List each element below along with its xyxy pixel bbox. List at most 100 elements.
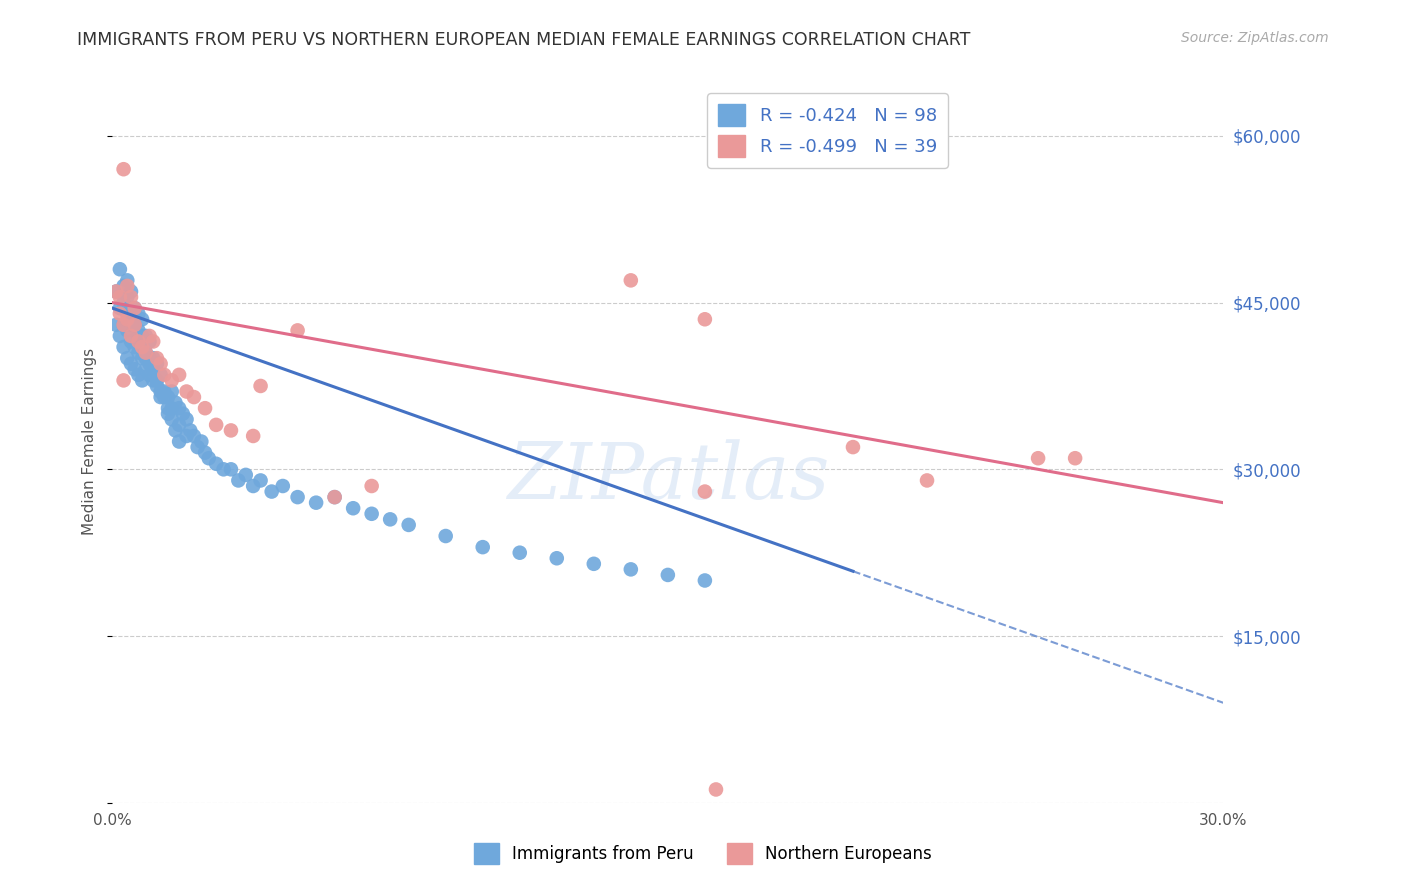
Point [160,373,183,387]
Point [194,445,217,459]
Text: Source: ZipAtlas.com: Source: ZipAtlas.com [1181,31,1329,45]
Point [187,440,209,454]
Point [124,318,146,332]
Point [117,279,139,293]
Point [509,546,531,560]
Point [228,474,250,488]
Point [160,384,183,399]
Point [120,307,142,321]
Point [212,462,235,476]
Point [146,379,169,393]
Point [360,507,382,521]
Point [546,551,568,566]
Point [242,479,264,493]
Point [620,562,643,576]
Point [167,417,190,432]
Text: ZIPatlas: ZIPatlas [506,440,830,516]
Point [120,318,142,332]
Point [124,340,146,354]
Point [131,329,153,343]
Point [124,318,146,332]
Point [149,384,172,399]
Point [434,529,457,543]
Y-axis label: Median Female Earnings: Median Female Earnings [82,348,97,535]
Point [160,412,183,426]
Point [131,373,153,387]
Point [380,512,402,526]
Point [219,424,242,438]
Point [693,484,716,499]
Point [160,401,183,416]
Point [138,334,160,349]
Point [124,301,146,315]
Point [108,301,131,315]
Point [131,340,153,354]
Point [127,334,149,349]
Point [105,318,128,332]
Point [219,462,242,476]
Point [120,329,142,343]
Point [112,318,135,332]
Point [138,329,160,343]
Point [135,345,157,359]
Point [142,373,165,387]
Point [142,351,165,366]
Point [287,490,309,504]
Point [260,484,283,499]
Point [112,318,135,332]
Point [127,345,149,359]
Point [176,384,198,399]
Point [112,279,135,293]
Point [360,479,382,493]
Point [138,368,160,382]
Point [620,273,643,287]
Point [149,357,172,371]
Point [165,424,187,438]
Point [176,429,198,443]
Point [305,496,328,510]
Legend: R = -0.424   N = 98, R = -0.499   N = 39: R = -0.424 N = 98, R = -0.499 N = 39 [707,93,948,168]
Point [108,262,131,277]
Point [342,501,364,516]
Point [398,517,420,532]
Point [167,368,190,382]
Point [167,401,190,416]
Point [131,340,153,354]
Point [142,362,165,376]
Point [153,390,176,404]
Point [124,362,146,376]
Point [117,323,139,337]
Point [117,307,139,321]
Point [135,351,157,366]
Point [693,574,716,588]
Point [120,334,142,349]
Point [124,301,146,315]
Point [693,312,716,326]
Point [190,434,212,449]
Point [197,451,219,466]
Point [242,429,264,443]
Point [183,390,205,404]
Point [138,351,160,366]
Point [120,285,142,299]
Point [194,401,217,416]
Point [179,424,201,438]
Point [112,373,135,387]
Point [112,340,135,354]
Point [183,429,205,443]
Point [120,290,142,304]
Point [915,474,938,488]
Point [471,540,494,554]
Point [287,323,309,337]
Point [165,395,187,409]
Point [153,368,176,382]
Point [120,357,142,371]
Point [112,162,135,177]
Point [127,368,149,382]
Text: IMMIGRANTS FROM PERU VS NORTHERN EUROPEAN MEDIAN FEMALE EARNINGS CORRELATION CHA: IMMIGRANTS FROM PERU VS NORTHERN EUROPEA… [77,31,970,49]
Point [135,329,157,343]
Legend: Immigrants from Peru, Northern Europeans: Immigrants from Peru, Northern Europeans [467,837,939,871]
Point [172,407,194,421]
Point [105,285,128,299]
Point [146,373,169,387]
